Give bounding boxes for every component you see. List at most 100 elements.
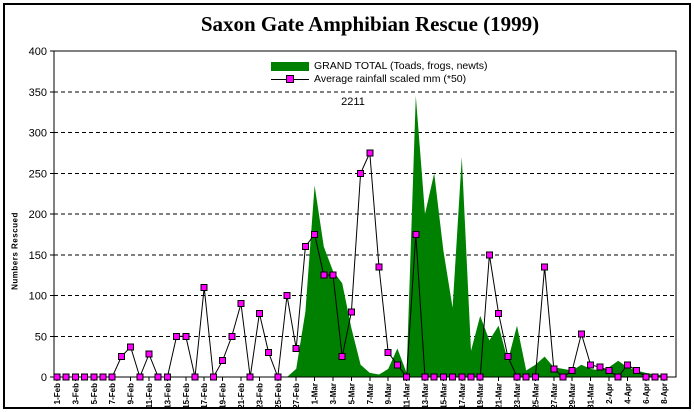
y-tick-label: 300 <box>29 128 47 140</box>
rainfall-marker <box>495 309 503 317</box>
rainfall-marker <box>476 373 484 381</box>
x-tick-label: 17-Mar <box>458 383 467 409</box>
x-tick-label: 15-Feb <box>182 383 191 409</box>
rainfall-marker <box>99 373 107 381</box>
x-tick-label: 13-Mar <box>421 383 430 409</box>
y-tick-label: 150 <box>29 250 47 262</box>
x-tick-label: 29-Mar <box>568 383 577 409</box>
x-tick-label: 1-Mar <box>311 383 320 404</box>
rainfall-marker <box>531 373 539 381</box>
rainfall-marker <box>633 366 641 374</box>
rainfall-marker <box>311 230 319 238</box>
rainfall-line <box>57 152 665 379</box>
y-tick-label: 250 <box>29 168 47 180</box>
x-tick-label: 23-Feb <box>255 383 264 409</box>
chart-title: Saxon Gate Amphibian Rescue (1999) <box>200 12 540 36</box>
rainfall-marker <box>587 361 595 369</box>
rainfall-marker <box>81 373 89 381</box>
rainfall-marker <box>274 373 282 381</box>
legend-item-grand-total: GRAND TOTAL (Toads, frogs, newts) <box>271 60 488 72</box>
x-tick-label: 5-Feb <box>90 383 99 404</box>
rainfall-marker <box>559 373 567 381</box>
x-tick-label: 8-Apr <box>660 383 669 404</box>
rainfall-marker <box>127 343 135 351</box>
rainfall-marker <box>412 230 420 238</box>
y-tick-label: 100 <box>29 291 47 303</box>
rainfall-marker <box>596 363 604 371</box>
x-tick-label: 19-Mar <box>476 383 485 409</box>
rainfall-marker <box>182 332 190 340</box>
x-tick-label: 9-Mar <box>384 383 393 404</box>
rainfall-marker <box>623 361 631 369</box>
legend-item-rainfall: Average rainfall scaled mm (*50) <box>271 73 488 85</box>
rainfall-marker <box>357 169 365 177</box>
rainfall-marker <box>568 366 576 374</box>
x-tick-label: 19-Feb <box>219 383 228 409</box>
rainfall-marker <box>117 353 125 361</box>
rainfall-marker <box>550 365 558 373</box>
rainfall-marker <box>283 292 291 299</box>
x-tick-label: 25-Feb <box>274 383 283 409</box>
rainfall-marker <box>541 263 549 271</box>
y-tick-label: 400 <box>29 46 47 58</box>
rainfall-marker <box>375 263 383 271</box>
rainfall-marker <box>200 283 208 291</box>
rainfall-marker <box>642 373 650 381</box>
x-tick-label: 11-Mar <box>403 383 412 408</box>
rainfall-marker <box>430 373 438 381</box>
x-tick-label: 21-Mar <box>495 383 504 409</box>
total-annotation: 2211 <box>341 96 365 108</box>
rainfall-marker <box>320 271 328 279</box>
rainfall-marker <box>62 373 70 381</box>
rainfall-marker <box>136 373 144 381</box>
x-tick-label: 7-Feb <box>108 383 117 404</box>
rainfall-marker <box>90 373 98 381</box>
rainfall-marker <box>255 309 263 317</box>
rainfall-marker <box>458 373 466 381</box>
rainfall-marker <box>329 271 337 279</box>
rainfall-marker <box>421 373 429 381</box>
rainfall-marker <box>522 373 530 381</box>
rainfall-marker <box>393 361 401 369</box>
x-tick-label: 6-Apr <box>642 383 651 404</box>
x-tick-label: 2-Apr <box>605 383 614 404</box>
x-tick-label: 7-Mar <box>366 383 375 404</box>
x-tick-label: 13-Feb <box>163 383 172 409</box>
rainfall-marker <box>237 300 245 308</box>
legend: GRAND TOTAL (Toads, frogs, newts) Averag… <box>271 60 488 86</box>
x-tick-label: 17-Feb <box>200 383 209 409</box>
x-tick-label: 15-Mar <box>439 383 448 409</box>
rainfall-marker <box>577 330 585 338</box>
rainfall-marker <box>145 350 153 358</box>
rainfall-marker <box>154 373 162 381</box>
rainfall-marker <box>384 349 392 357</box>
legend-label-rainfall: Average rainfall scaled mm (*50) <box>314 73 467 85</box>
rainfall-marker <box>301 243 309 251</box>
x-tick-label: 1-Feb <box>53 383 62 404</box>
y-tick-label: 0 <box>41 372 47 384</box>
x-tick-label: 23-Mar <box>513 383 522 409</box>
rainfall-marker <box>191 373 199 381</box>
grand-total-area-swatch <box>271 61 309 71</box>
rainfall-marker <box>108 373 116 381</box>
rainfall-marker <box>246 373 254 381</box>
rainfall-marker <box>347 308 355 316</box>
rainfall-marker <box>467 373 475 381</box>
rainfall-marker <box>403 373 411 381</box>
rainfall-marker <box>504 353 512 361</box>
x-tick-label: 21-Feb <box>237 383 246 409</box>
x-tick-label: 3-Feb <box>71 383 80 404</box>
rainfall-marker <box>173 332 181 340</box>
rainfall-marker <box>366 149 374 157</box>
legend-label-grand-total: GRAND TOTAL (Toads, frogs, newts) <box>314 60 488 72</box>
x-tick-label: 9-Feb <box>127 383 136 404</box>
x-tick-label: 25-Mar <box>531 383 540 409</box>
rainfall-marker <box>163 373 171 381</box>
rainfall-marker <box>219 357 227 365</box>
y-tick-label: 200 <box>29 209 47 221</box>
x-tick-label: 5-Mar <box>347 383 356 404</box>
rainfall-line-swatch <box>271 75 309 83</box>
rainfall-marker <box>209 373 217 381</box>
